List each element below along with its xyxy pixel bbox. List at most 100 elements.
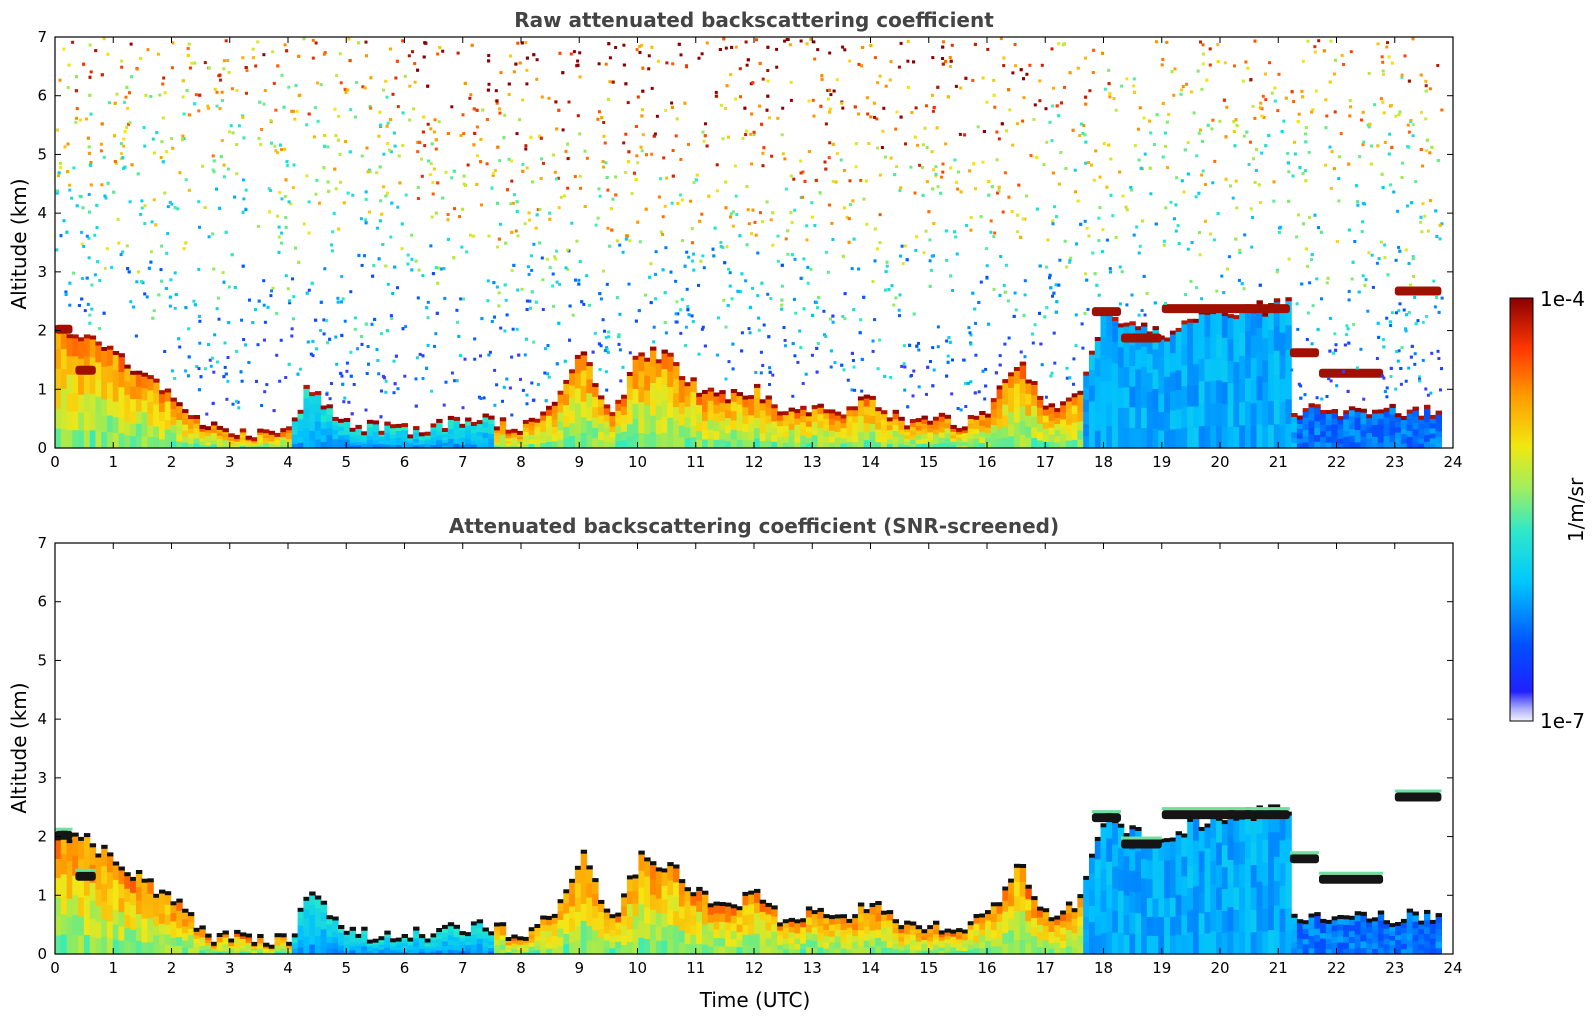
raw-noise-pixel <box>621 250 625 254</box>
raw-noise-pixel <box>1092 178 1096 182</box>
raw-noise-pixel <box>318 201 321 205</box>
raw-aerosol-cell <box>730 438 738 449</box>
raw-aerosol-cell <box>546 421 553 429</box>
raw-noise-pixel <box>541 278 545 282</box>
raw-noise-pixel <box>796 360 800 364</box>
raw-noise-pixel <box>68 303 72 307</box>
raw-noise-pixel <box>566 186 570 190</box>
raw-noise-pixel <box>525 68 529 72</box>
raw-aerosol-cell <box>1435 425 1442 432</box>
raw-noise-pixel <box>128 200 132 204</box>
raw-aerosol-cell <box>973 423 980 430</box>
raw-aerosol-cell <box>343 434 351 440</box>
raw-aerosol-cell <box>921 443 928 449</box>
raw-noise-pixel <box>422 55 426 59</box>
raw-noise-pixel <box>463 357 467 361</box>
raw-aerosol-cell <box>159 420 166 431</box>
raw-aerosol-cell <box>153 381 160 394</box>
raw-noise-pixel <box>1051 294 1054 298</box>
raw-aerosol-cell <box>985 427 992 433</box>
raw-aerosol-cell <box>1019 364 1027 379</box>
raw-aerosol-cell <box>996 398 1003 409</box>
raw-aerosol-cell <box>1169 352 1177 373</box>
raw-noise-pixel <box>873 115 876 119</box>
raw-aerosol-cell <box>291 420 299 426</box>
raw-noise-pixel <box>1306 39 1310 43</box>
raw-aerosol-cell <box>343 443 351 449</box>
raw-noise-pixel <box>614 193 618 197</box>
raw-aerosol-cell <box>1308 413 1315 421</box>
raw-aerosol-cell <box>355 431 362 436</box>
raw-noise-pixel <box>434 211 438 215</box>
raw-noise-pixel <box>602 269 605 273</box>
raw-aerosol-cell <box>944 417 951 424</box>
raw-aerosol-cell <box>927 427 934 433</box>
raw-aerosol-cell <box>1089 385 1096 402</box>
raw-noise-pixel <box>1424 387 1428 391</box>
raw-noise-pixel <box>831 179 835 183</box>
raw-noise-pixel <box>140 280 144 284</box>
raw-noise-pixel <box>1048 120 1052 124</box>
raw-noise-pixel <box>1386 41 1389 45</box>
raw-noise-pixel <box>326 180 330 184</box>
raw-noise-pixel <box>1180 179 1184 183</box>
raw-aerosol-cell <box>650 382 657 400</box>
raw-aerosol-cell <box>690 391 697 404</box>
raw-noise-pixel <box>535 77 539 81</box>
raw-aerosol-cell <box>424 436 432 440</box>
raw-noise-pixel <box>152 198 156 202</box>
raw-noise-pixel <box>641 133 645 137</box>
raw-aerosol-cell <box>869 423 876 433</box>
raw-aerosol-cell <box>684 437 691 449</box>
raw-noise-pixel <box>781 106 785 110</box>
screened-layer-top-cell <box>78 836 85 841</box>
raw-noise-pixel <box>640 114 644 118</box>
raw-noise-pixel <box>568 338 571 342</box>
raw-aerosol-cell <box>650 366 657 383</box>
raw-aerosol-cell <box>1348 441 1356 449</box>
raw-aerosol-cell <box>794 442 801 449</box>
raw-aerosol-cell <box>222 436 229 441</box>
raw-noise-pixel <box>251 321 255 324</box>
raw-noise-pixel <box>521 169 525 173</box>
raw-aerosol-cell <box>1314 427 1321 435</box>
raw-aerosol-cell <box>343 425 351 431</box>
raw-aerosol-cell <box>517 440 524 444</box>
raw-aerosol-cell <box>239 431 247 435</box>
raw-noise-pixel <box>969 342 973 346</box>
raw-noise-pixel <box>1380 240 1383 244</box>
raw-aerosol-cell <box>1002 404 1009 416</box>
raw-noise-pixel <box>1038 311 1041 315</box>
raw-layer-top-cell <box>436 418 443 423</box>
raw-noise-pixel <box>1419 73 1423 77</box>
raw-aerosol-cell <box>915 434 923 440</box>
raw-aerosol-cell <box>199 434 206 439</box>
raw-noise-pixel <box>205 412 209 416</box>
raw-noise-pixel <box>171 146 175 150</box>
raw-noise-pixel <box>669 270 673 274</box>
raw-noise-pixel <box>177 337 181 341</box>
raw-noise-pixel <box>403 374 407 378</box>
raw-aerosol-cell <box>719 402 726 412</box>
raw-aerosol-cell <box>1412 422 1419 430</box>
raw-noise-pixel <box>801 382 805 385</box>
raw-layer-top-cell <box>892 409 899 414</box>
raw-noise-pixel <box>372 264 376 267</box>
raw-noise-pixel <box>1068 258 1072 262</box>
raw-noise-pixel <box>1118 265 1122 269</box>
raw-noise-pixel <box>1176 224 1180 228</box>
raw-noise-pixel <box>333 167 337 171</box>
raw-aerosol-cell <box>586 392 593 408</box>
raw-aerosol-cell <box>95 396 102 415</box>
raw-noise-pixel <box>277 225 281 229</box>
raw-aerosol-cell <box>661 352 668 369</box>
raw-layer-top-cell <box>442 428 449 432</box>
raw-noise-pixel <box>1382 345 1386 349</box>
raw-noise-pixel <box>1414 180 1418 183</box>
raw-noise-pixel <box>686 305 690 308</box>
raw-noise-pixel <box>624 237 628 241</box>
raw-noise-pixel <box>1409 119 1413 122</box>
raw-noise-pixel <box>323 267 327 271</box>
raw-noise-pixel <box>490 320 494 323</box>
raw-noise-pixel <box>1161 101 1165 105</box>
